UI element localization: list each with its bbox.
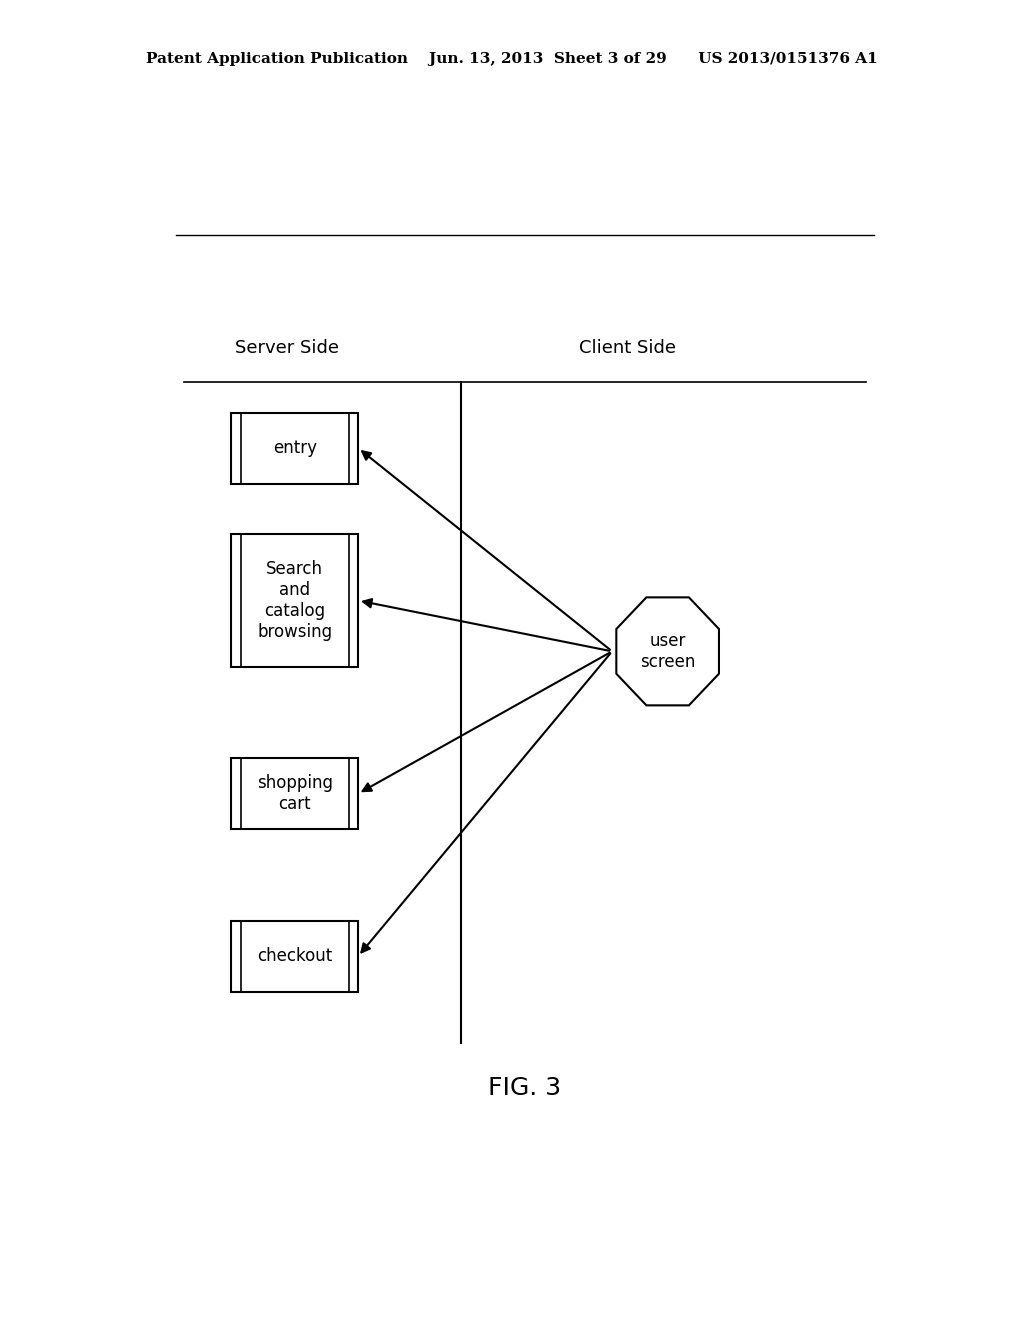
FancyBboxPatch shape [231,535,358,667]
Text: FIG. 3: FIG. 3 [488,1076,561,1101]
FancyBboxPatch shape [231,412,358,483]
Text: Search
and
catalog
browsing: Search and catalog browsing [257,560,332,640]
Text: checkout: checkout [257,948,332,965]
Text: shopping
cart: shopping cart [257,775,333,813]
FancyBboxPatch shape [231,758,358,829]
Text: Client Side: Client Side [580,339,677,356]
Text: user
screen: user screen [640,632,695,671]
Text: Server Side: Server Side [234,339,339,356]
FancyBboxPatch shape [231,921,358,991]
Polygon shape [616,598,719,705]
Text: entry: entry [272,440,316,457]
Text: Patent Application Publication    Jun. 13, 2013  Sheet 3 of 29      US 2013/0151: Patent Application Publication Jun. 13, … [146,53,878,66]
